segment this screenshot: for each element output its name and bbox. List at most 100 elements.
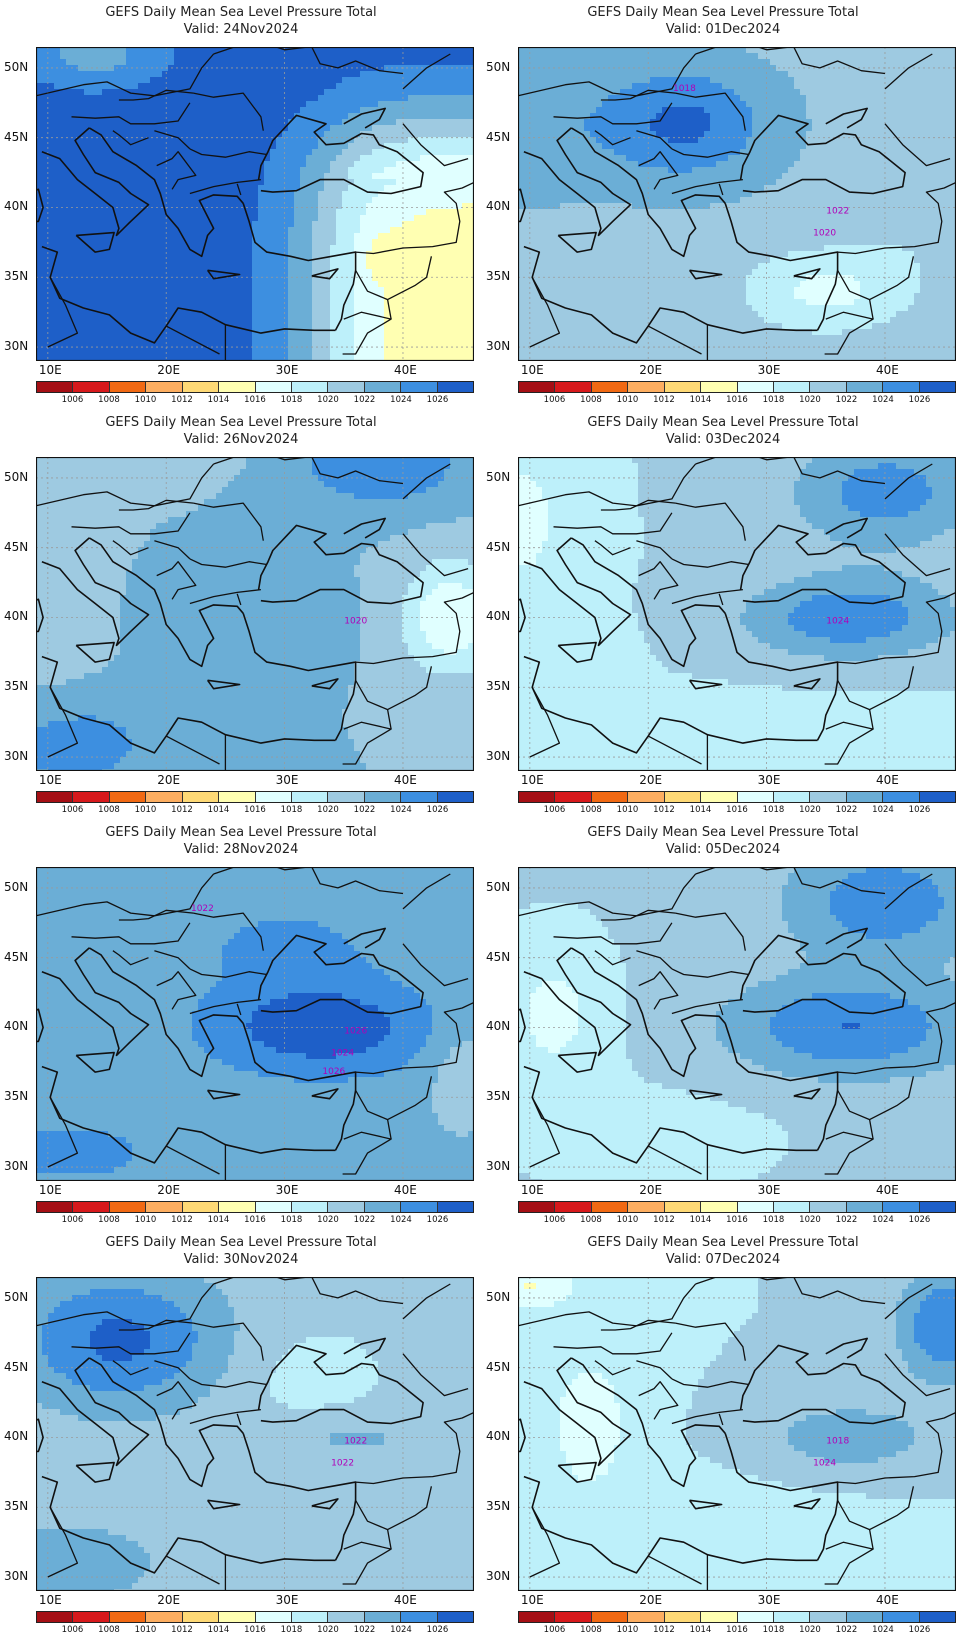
pressure-cell	[90, 203, 97, 210]
pressure-cell	[294, 305, 301, 312]
pressure-cell	[270, 347, 277, 354]
pressure-cell	[782, 119, 789, 126]
pressure-cell	[438, 209, 445, 216]
pressure-cell	[90, 287, 97, 294]
pressure-cell	[402, 125, 409, 132]
pressure-cell	[384, 317, 391, 324]
pressure-cell	[758, 71, 765, 78]
pressure-cell	[324, 53, 331, 60]
pressure-cell	[126, 353, 133, 360]
pressure-cell	[432, 197, 439, 204]
pressure-cell	[120, 161, 127, 168]
pressure-cell	[390, 263, 397, 270]
pressure-cell	[468, 299, 474, 306]
pressure-cell	[450, 71, 457, 78]
pressure-cell	[270, 89, 277, 96]
pressure-cell	[246, 53, 253, 60]
pressure-cell	[204, 287, 211, 294]
pressure-cell	[108, 197, 115, 204]
pressure-cell	[42, 347, 49, 354]
pressure-cell	[138, 323, 145, 330]
pressure-cell	[378, 329, 385, 336]
pressure-cell	[324, 83, 331, 90]
pressure-cell	[414, 89, 421, 96]
pressure-cell	[246, 173, 253, 180]
pressure-cell	[360, 95, 367, 102]
pressure-cell	[144, 323, 151, 330]
pressure-cell	[36, 89, 43, 96]
pressure-cell	[542, 89, 549, 96]
pressure-cell	[438, 149, 445, 156]
pressure-cell	[72, 155, 79, 162]
pressure-cell	[704, 119, 711, 126]
pressure-cell	[680, 47, 687, 54]
pressure-cell	[432, 293, 439, 300]
pressure-cell	[174, 83, 181, 90]
pressure-cell	[288, 197, 295, 204]
pressure-cell	[252, 209, 259, 216]
pressure-cell	[108, 155, 115, 162]
pressure-cell	[222, 119, 229, 126]
pressure-cell	[150, 215, 157, 222]
pressure-cell	[572, 59, 579, 66]
pressure-cell	[360, 299, 367, 306]
pressure-cell	[138, 293, 145, 300]
pressure-cell	[330, 221, 337, 228]
pressure-cell	[318, 101, 325, 108]
pressure-cell	[246, 215, 253, 222]
pressure-cell	[204, 335, 211, 342]
pressure-cell	[752, 65, 759, 72]
pressure-cell	[782, 59, 789, 66]
pressure-cell	[102, 281, 109, 288]
pressure-cell	[764, 59, 771, 66]
pressure-cell	[524, 125, 531, 132]
pressure-cell	[144, 353, 151, 360]
pressure-cell	[132, 191, 139, 198]
pressure-cell	[758, 113, 765, 120]
pressure-cell	[72, 305, 79, 312]
pressure-cell	[144, 341, 151, 348]
pressure-cell	[360, 191, 367, 198]
pressure-cell	[174, 179, 181, 186]
pressure-cell	[186, 71, 193, 78]
pressure-cell	[66, 59, 73, 66]
pressure-cell	[84, 287, 91, 294]
pressure-cell	[162, 185, 169, 192]
pressure-cell	[740, 47, 747, 54]
pressure-cell	[872, 125, 879, 132]
pressure-cell	[402, 335, 409, 342]
pressure-cell	[372, 53, 379, 60]
pressure-cell	[318, 113, 325, 120]
pressure-cell	[722, 77, 729, 84]
pressure-cell	[438, 191, 445, 198]
pressure-cell	[282, 185, 289, 192]
pressure-cell	[914, 53, 921, 60]
pressure-cell	[210, 173, 217, 180]
pressure-cell	[258, 323, 265, 330]
pressure-cell	[806, 77, 813, 84]
pressure-cell	[426, 341, 433, 348]
pressure-cell	[438, 233, 445, 240]
pressure-cell	[270, 263, 277, 270]
pressure-cell	[740, 101, 747, 108]
pressure-cell	[144, 227, 151, 234]
pressure-cell	[372, 335, 379, 342]
pressure-cell	[462, 239, 469, 246]
pressure-cell	[60, 215, 67, 222]
pressure-cell	[300, 221, 307, 228]
pressure-cell	[770, 119, 777, 126]
pressure-cell	[54, 227, 61, 234]
pressure-cell	[722, 71, 729, 78]
pressure-cell	[108, 173, 115, 180]
pressure-cell	[420, 77, 427, 84]
pressure-cell	[132, 203, 139, 210]
pressure-cell	[354, 167, 361, 174]
pressure-cell	[408, 323, 415, 330]
pressure-cell	[384, 179, 391, 186]
pressure-cell	[806, 113, 813, 120]
pressure-cell	[360, 71, 367, 78]
pressure-cell	[770, 47, 777, 54]
pressure-cell	[222, 317, 229, 324]
pressure-cell	[944, 113, 951, 120]
pressure-cell	[138, 143, 145, 150]
